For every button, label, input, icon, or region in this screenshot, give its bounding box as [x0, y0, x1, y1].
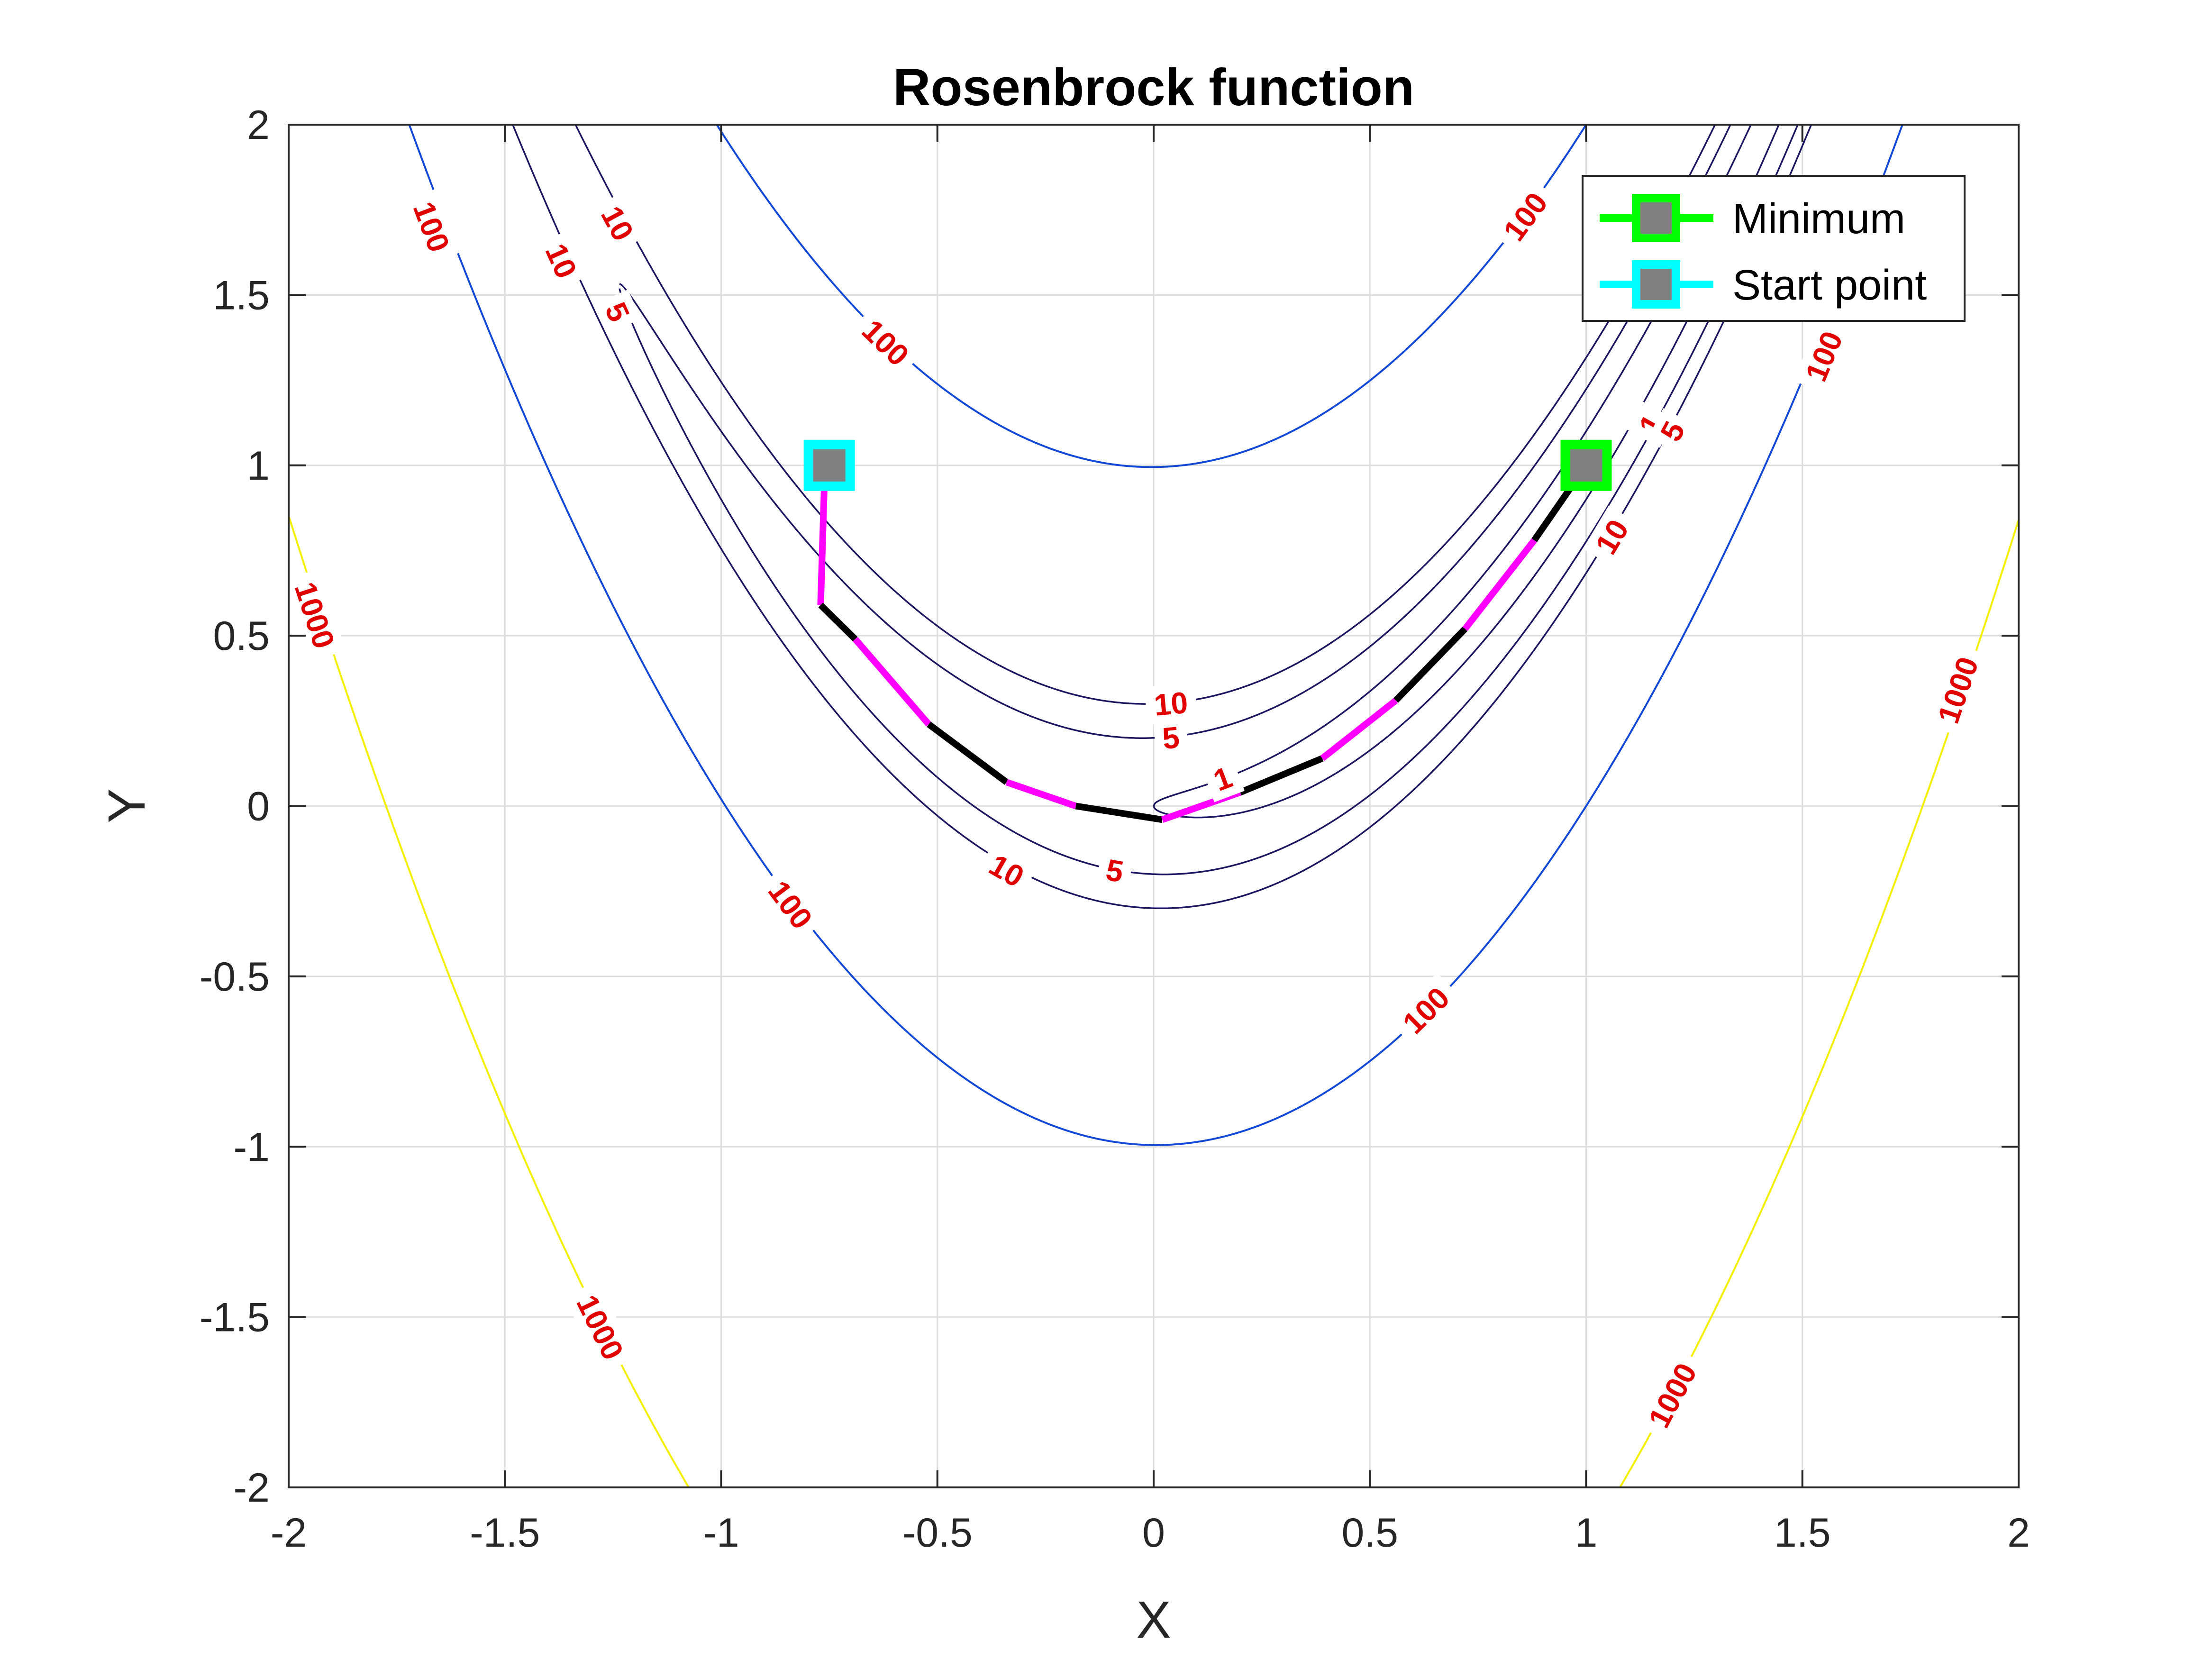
path-segment	[1393, 626, 1468, 703]
y-tick-label: 0	[247, 784, 270, 830]
legend: Minimum Start point	[1582, 175, 1966, 322]
contour-label-bg	[975, 842, 1038, 900]
y-tick-label: 1	[247, 443, 270, 489]
path-segment	[818, 602, 858, 642]
path-segment	[1320, 698, 1398, 761]
contour-label-bg	[1201, 755, 1245, 802]
marker-start-point	[803, 439, 855, 491]
contour-label-bg	[589, 192, 646, 255]
x-tick-label: 1	[1575, 1510, 1598, 1556]
contour-label-bg	[1144, 683, 1198, 725]
legend-label-minimum: Minimum	[1732, 195, 1905, 243]
contour-label-bg	[593, 289, 642, 335]
contour-line-level-5	[619, 125, 1799, 875]
y-axis-label: Y	[98, 788, 156, 823]
x-tick-label: 0	[1142, 1510, 1165, 1556]
contour-label-bg	[755, 866, 826, 944]
contour-label-bg	[1583, 505, 1641, 568]
x-tick-label: -1	[703, 1510, 739, 1556]
marker-minimum	[1560, 439, 1612, 491]
contour-lines	[289, 125, 2019, 1487]
point-markers	[803, 439, 1612, 491]
x-axis-label: X	[1136, 1591, 1171, 1649]
contour-label-bg	[1095, 849, 1134, 893]
contour-label-bg	[533, 230, 589, 292]
contour-label-bg	[1490, 178, 1561, 255]
path-segment	[853, 637, 931, 727]
contour-label: 5	[1161, 720, 1181, 756]
y-tick-label: -1	[234, 1124, 270, 1170]
contour-label-bg	[1793, 317, 1855, 395]
legend-marker-minimum	[1632, 194, 1680, 242]
contour-line-level-5	[619, 125, 1731, 739]
path-segment	[1075, 802, 1163, 823]
x-tick-label: 2	[2007, 1510, 2030, 1556]
y-tick-label: -2	[234, 1465, 270, 1511]
path-segment	[1238, 755, 1324, 796]
chart-title: Rosenbrock function	[893, 58, 1414, 117]
contour-label-bg	[1153, 717, 1189, 758]
x-tick-labels: -2 -1.5 -1 -0.5 0 0.5 1 1.5 2	[271, 1510, 2030, 1556]
x-tick-label: 1.5	[1774, 1510, 1831, 1556]
path-segment	[1005, 779, 1077, 810]
y-tick-label: -1.5	[200, 1295, 270, 1340]
axis-ticks	[288, 124, 2020, 1488]
contour-label-bg	[1636, 1348, 1710, 1443]
path-segment	[927, 721, 1009, 785]
contour-line-level-10	[574, 125, 1716, 705]
contour-line-level-1000	[289, 512, 2019, 1487]
contour-label: 10	[1153, 685, 1189, 722]
contour-label-bg	[1926, 643, 1990, 738]
x-tick-label: -1.5	[470, 1510, 540, 1556]
x-tick-label: 0.5	[1341, 1510, 1398, 1556]
x-tick-label: -0.5	[902, 1510, 973, 1556]
y-tick-labels: 2 1.5 1 0.5 0 -0.5 -1 -1.5 -2	[200, 102, 270, 1511]
x-tick-label: -2	[271, 1510, 307, 1556]
y-tick-label: -0.5	[200, 954, 270, 1000]
legend-label-start-point: Start point	[1732, 262, 1927, 309]
contour-label-bg	[847, 305, 923, 380]
contour-line-level-100	[408, 125, 1903, 1146]
legend-marker-start-point	[1632, 260, 1680, 309]
contour-line-level-100	[715, 125, 1587, 468]
contour-label-bg	[1388, 973, 1464, 1048]
y-tick-label: 1.5	[213, 273, 270, 318]
contour-label-bg	[283, 568, 346, 662]
y-tick-label: 2	[247, 102, 270, 148]
contour-label-bg	[1648, 408, 1697, 455]
contour-label-bg	[401, 188, 461, 266]
y-tick-label: 0.5	[213, 613, 270, 659]
path-segment	[1462, 538, 1537, 631]
contour-label-bg	[564, 1280, 637, 1375]
